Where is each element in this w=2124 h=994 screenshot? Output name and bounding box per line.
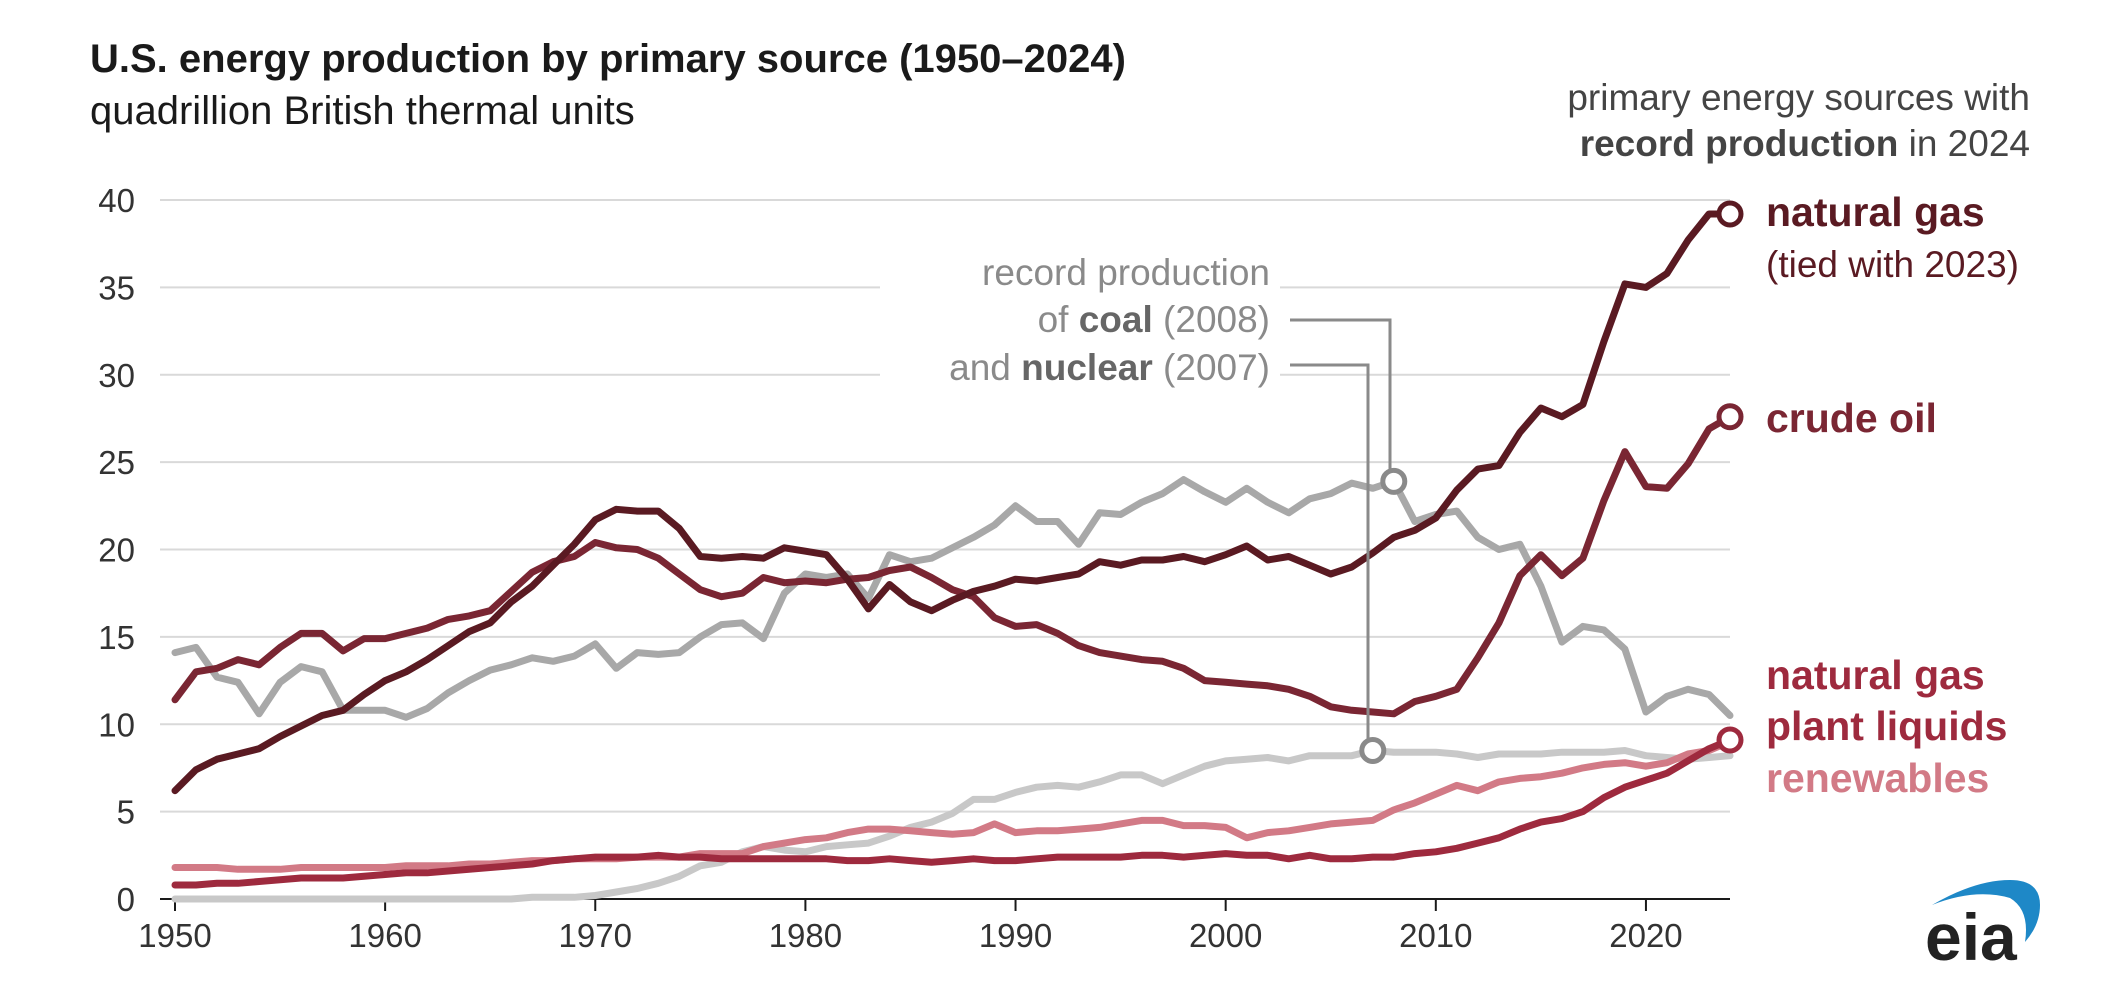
x-tick-label: 1970 <box>559 917 632 954</box>
annotation-backdrop <box>880 245 1280 405</box>
x-tick-label: 1980 <box>769 917 842 954</box>
y-tick-label: 40 <box>98 182 135 219</box>
y-tick-label: 15 <box>98 619 135 656</box>
series-line-crude-oil <box>171 413 1734 718</box>
record-note-line2: record production in 2024 <box>1580 123 2030 164</box>
x-tick-label: 2000 <box>1189 917 1262 954</box>
label-natural-gas: natural gas <box>1766 189 1985 235</box>
record-marker-natural-gas-plant-liquids <box>1716 726 1744 754</box>
y-tick-label: 25 <box>98 444 135 481</box>
label-ngpl-line2: plant liquids <box>1766 703 2007 749</box>
x-tick-label: 1990 <box>979 917 1052 954</box>
record-marker-coal <box>1380 467 1408 495</box>
y-tick-label: 5 <box>117 794 135 831</box>
record-production-nuclear: and nuclear (2007) <box>949 347 1270 388</box>
record-production-line1: record production <box>982 252 1270 293</box>
chart-title: U.S. energy production by primary source… <box>90 37 1126 81</box>
y-tick-label: 35 <box>98 269 135 306</box>
record-marker-natural-gas <box>1716 200 1744 228</box>
series-line-coal <box>171 476 1734 721</box>
record-production-coal: of coal (2008) <box>1038 299 1270 340</box>
y-tick-label: 20 <box>98 532 135 569</box>
series-line-natural-gas <box>171 210 1734 795</box>
y-axis-ticks: 0 5 10 15 20 25 30 35 40 <box>98 182 135 918</box>
x-tick-label: 2010 <box>1399 917 1472 954</box>
eia-logo-text: eia <box>1925 900 2018 974</box>
nuclear-leader-line <box>1290 363 1370 740</box>
record-note-line1: primary energy sources with <box>1567 77 2030 118</box>
eia-logo-swoosh-icon <box>1932 880 2040 942</box>
x-tick-label: 2020 <box>1609 917 1682 954</box>
label-crude-oil: crude oil <box>1766 395 1937 441</box>
record-markers <box>1359 200 1744 764</box>
record-note-rest: in 2024 <box>1898 123 2030 164</box>
x-tick-label: 1960 <box>348 917 421 954</box>
label-renewables: renewables <box>1766 755 1989 801</box>
eia-logo: eia <box>1925 880 2040 974</box>
series-line-nuclear <box>171 747 1734 903</box>
x-axis-ticks: 1950 1960 1970 1980 1990 2000 2010 2020 <box>138 899 1683 954</box>
series-lines <box>171 210 1734 903</box>
label-natural-gas-sub: (tied with 2023) <box>1766 244 2019 285</box>
y-tick-label: 30 <box>98 357 135 394</box>
series-line-renewables <box>171 738 1734 873</box>
y-tick-label: 10 <box>98 706 135 743</box>
x-tick-label: 1950 <box>138 917 211 954</box>
coal-leader-line <box>1290 318 1392 470</box>
record-marker-nuclear <box>1359 736 1387 764</box>
record-marker-crude-oil <box>1716 403 1744 431</box>
series-line-natural-gas-plant-liquids <box>171 736 1734 889</box>
label-ngpl-line1: natural gas <box>1766 652 1985 698</box>
record-note-bold: record production <box>1580 123 1899 164</box>
y-tick-label: 0 <box>117 881 135 918</box>
chart-subtitle: quadrillion British thermal units <box>90 89 635 133</box>
